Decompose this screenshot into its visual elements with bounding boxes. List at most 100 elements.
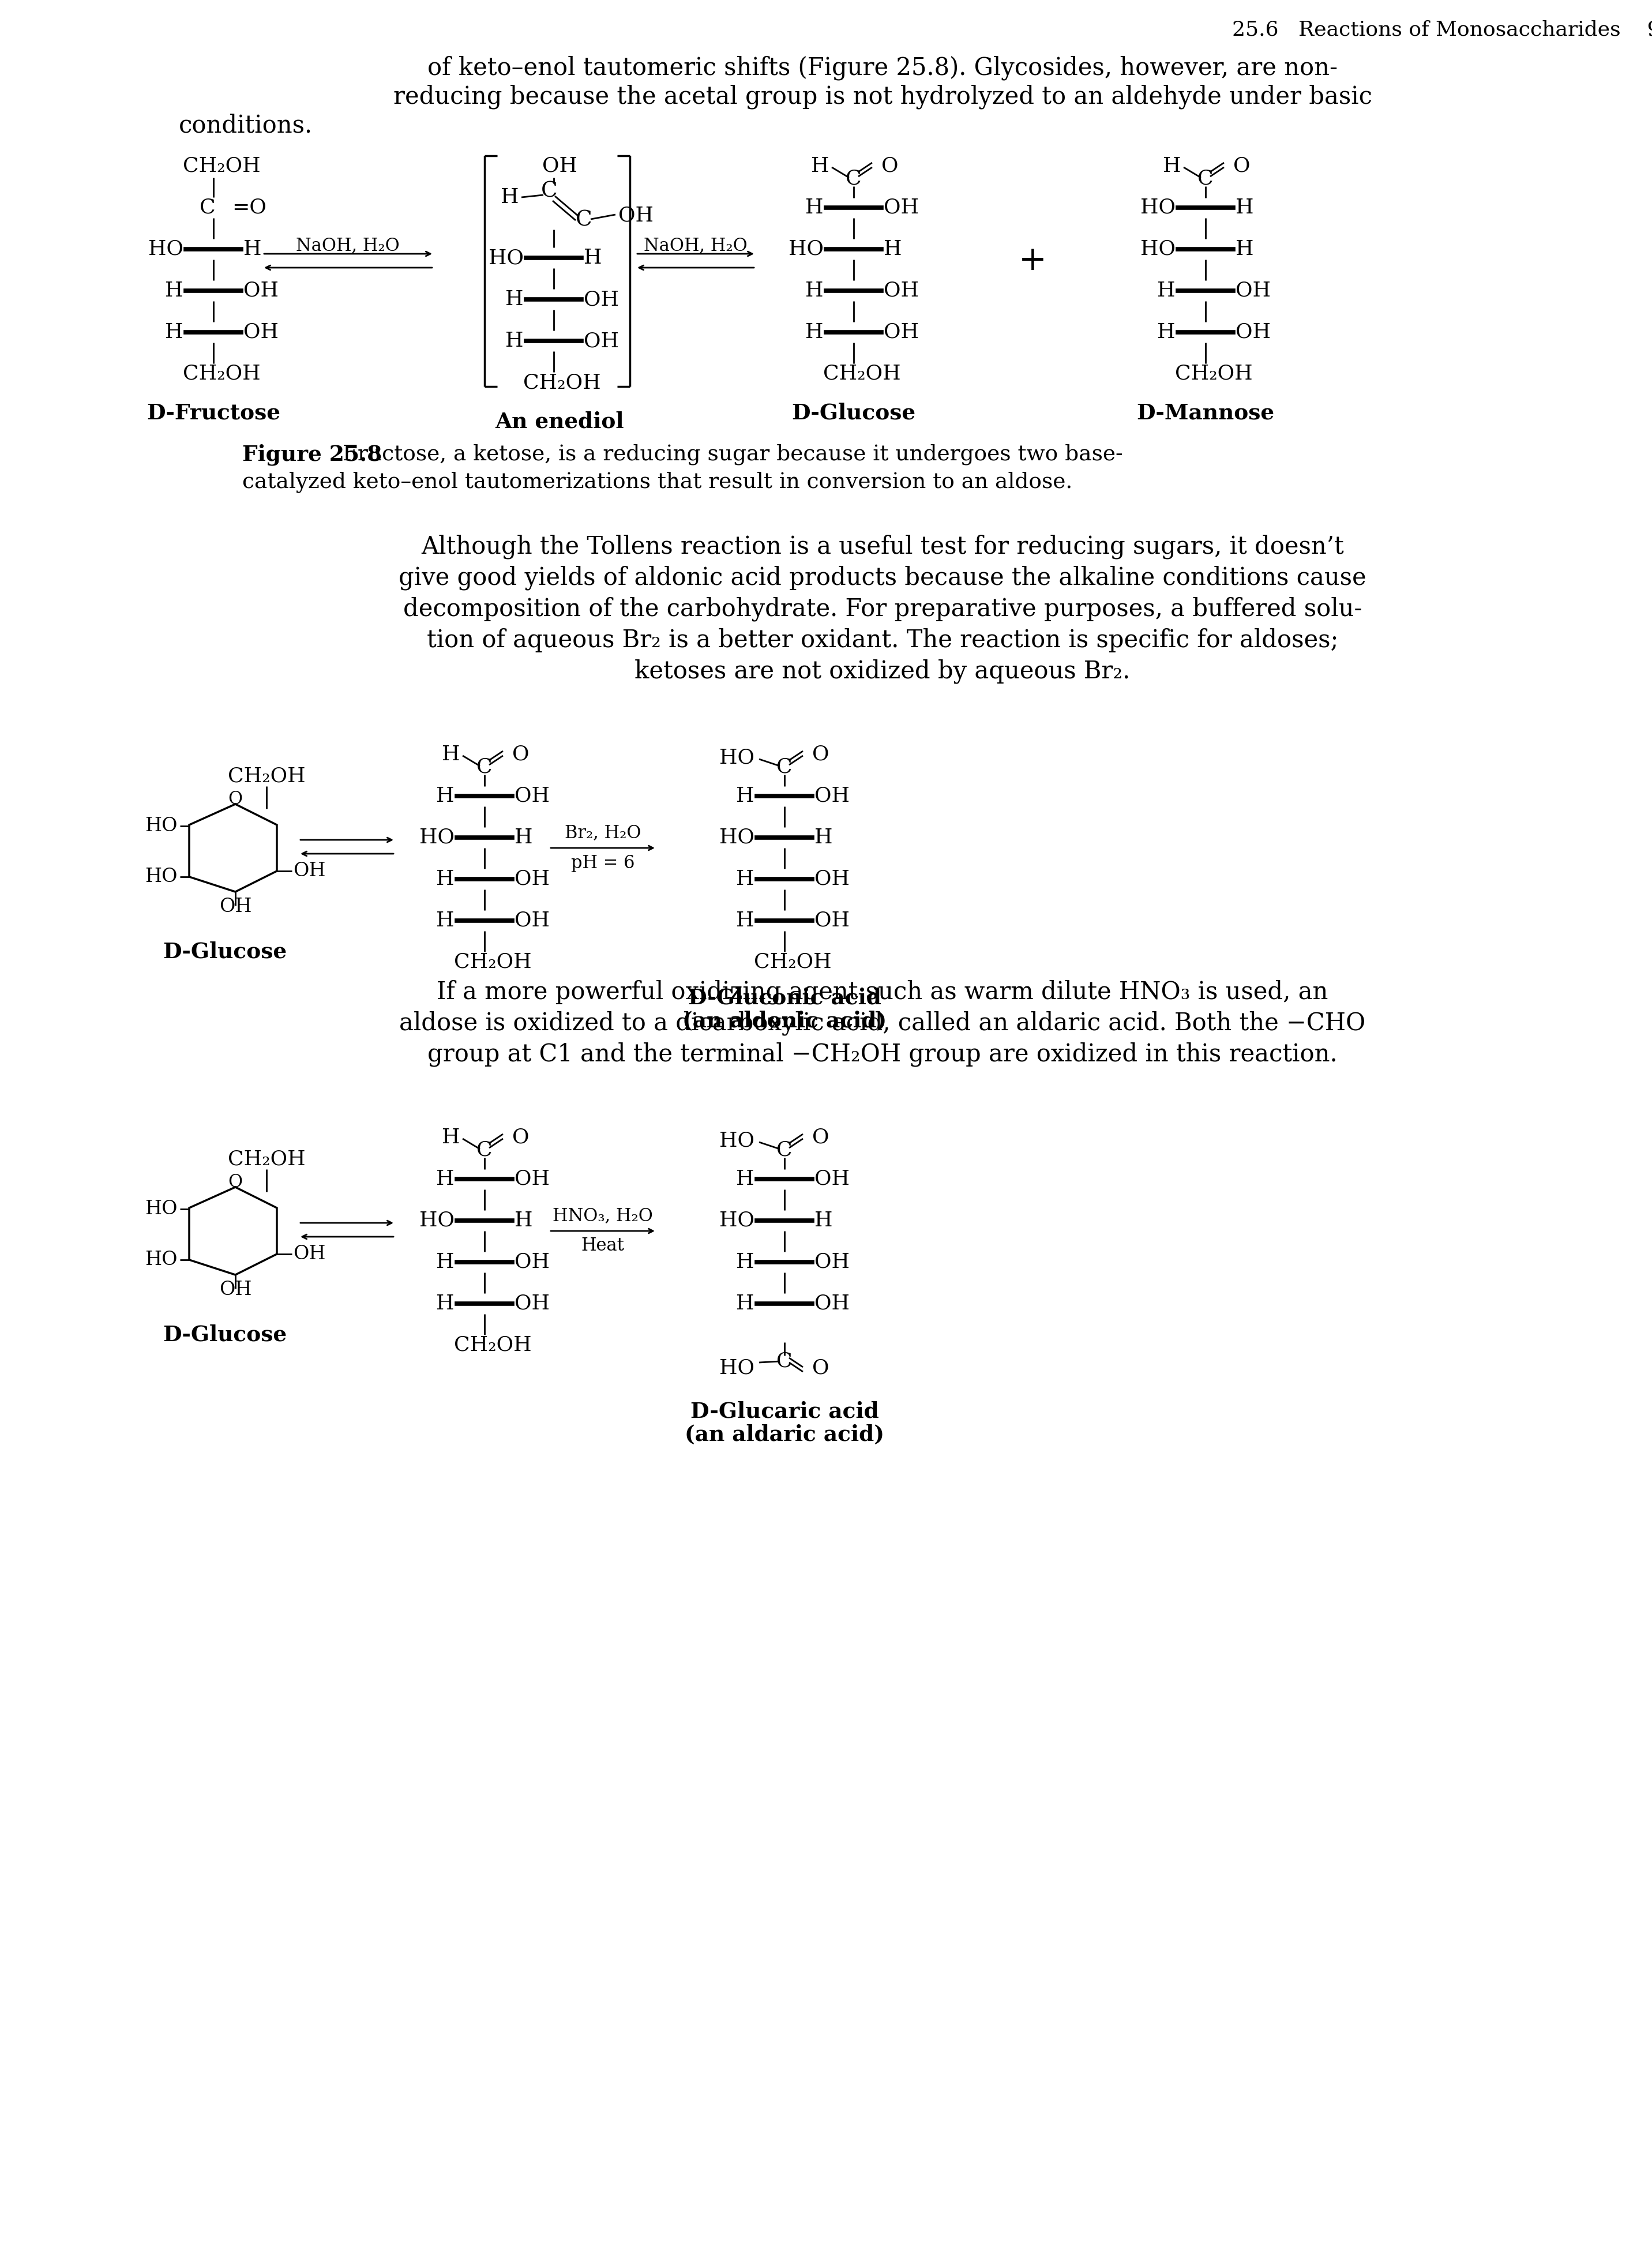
- Text: =O: =O: [231, 199, 266, 217]
- Text: H: H: [165, 282, 183, 300]
- Text: HO: HO: [145, 1200, 178, 1218]
- Text: OH: OH: [814, 1169, 849, 1189]
- Text: OH: OH: [814, 787, 849, 805]
- Text: OH: OH: [814, 1252, 849, 1272]
- Text: OH: OH: [514, 1169, 550, 1189]
- Text: CH₂OH: CH₂OH: [183, 156, 261, 176]
- Text: CH₂OH: CH₂OH: [228, 767, 306, 785]
- Text: CH₂OH: CH₂OH: [228, 1148, 306, 1169]
- Text: reducing because the acetal group is not hydrolyzed to an aldehyde under basic: reducing because the acetal group is not…: [393, 86, 1371, 108]
- Text: +: +: [1018, 244, 1047, 277]
- Text: OH: OH: [243, 282, 279, 300]
- Text: HO: HO: [145, 817, 178, 835]
- Text: HO: HO: [420, 1211, 454, 1230]
- Text: D-Glucose: D-Glucose: [791, 402, 915, 424]
- Text: OH: OH: [814, 911, 849, 929]
- Text: H: H: [737, 1295, 755, 1313]
- Text: O: O: [813, 1128, 829, 1148]
- Text: H: H: [436, 1252, 454, 1272]
- Text: OH: OH: [884, 323, 919, 343]
- Text: OH: OH: [514, 869, 550, 889]
- Text: HO: HO: [719, 1358, 755, 1378]
- Text: OH: OH: [884, 282, 919, 300]
- Text: O: O: [228, 1173, 243, 1191]
- Text: O: O: [512, 1128, 529, 1148]
- Text: HO: HO: [719, 747, 755, 767]
- Text: H: H: [506, 289, 524, 309]
- Text: OH: OH: [1236, 282, 1270, 300]
- Text: D-Glucose: D-Glucose: [164, 941, 287, 963]
- Text: OH: OH: [814, 1295, 849, 1313]
- Text: C: C: [575, 210, 591, 230]
- Text: OH: OH: [220, 898, 251, 916]
- Text: HO: HO: [149, 239, 183, 259]
- Text: HO: HO: [145, 1250, 178, 1270]
- Text: H: H: [806, 323, 824, 343]
- Text: Br₂, H₂O: Br₂, H₂O: [565, 823, 641, 841]
- Text: CH₂OH: CH₂OH: [524, 372, 601, 393]
- Text: H: H: [737, 911, 755, 929]
- Text: OH: OH: [1236, 323, 1270, 343]
- Text: OH: OH: [514, 787, 550, 805]
- Text: of keto–enol tautomeric shifts (Figure 25.8). Glycosides, however, are non-: of keto–enol tautomeric shifts (Figure 2…: [428, 56, 1338, 81]
- Text: OH: OH: [814, 869, 849, 889]
- Text: CH₂OH: CH₂OH: [183, 363, 261, 384]
- Text: 25.6   Reactions of Monosaccharides    993: 25.6 Reactions of Monosaccharides 993: [1232, 20, 1652, 41]
- Text: HO: HO: [719, 1211, 755, 1230]
- Text: OH: OH: [514, 1295, 550, 1313]
- Text: CH₂OH: CH₂OH: [823, 363, 900, 384]
- Text: H: H: [165, 323, 183, 343]
- Text: decomposition of the carbohydrate. For preparative purposes, a buffered solu-: decomposition of the carbohydrate. For p…: [403, 598, 1361, 620]
- Text: H: H: [436, 1169, 454, 1189]
- Text: H: H: [884, 239, 902, 259]
- Text: OH: OH: [220, 1281, 251, 1299]
- Text: H: H: [583, 248, 601, 268]
- Text: CH₂OH: CH₂OH: [454, 1336, 532, 1356]
- Text: C: C: [1198, 169, 1214, 190]
- Text: O: O: [228, 790, 243, 808]
- Text: H: H: [443, 1128, 461, 1148]
- Text: An enediol: An enediol: [496, 411, 624, 433]
- Text: H: H: [436, 787, 454, 805]
- Text: If a more powerful oxidizing agent such as warm dilute HNO₃ is used, an: If a more powerful oxidizing agent such …: [436, 979, 1328, 1004]
- Text: D-Mannose: D-Mannose: [1137, 402, 1274, 424]
- Text: O: O: [1234, 156, 1251, 176]
- Text: OH: OH: [514, 1252, 550, 1272]
- Text: OH: OH: [292, 862, 325, 880]
- Text: OH: OH: [542, 156, 577, 176]
- Text: H: H: [443, 744, 461, 765]
- Text: catalyzed keto–enol tautomerizations that result in conversion to an aldose.: catalyzed keto–enol tautomerizations tha…: [243, 472, 1072, 492]
- Text: H: H: [436, 869, 454, 889]
- Text: H: H: [737, 869, 755, 889]
- Text: H: H: [737, 1169, 755, 1189]
- Text: H: H: [737, 787, 755, 805]
- Text: H: H: [436, 911, 454, 929]
- Text: H: H: [436, 1295, 454, 1313]
- Text: D-Gluconic acid: D-Gluconic acid: [687, 988, 881, 1008]
- Text: NaOH, H₂O: NaOH, H₂O: [296, 237, 400, 255]
- Text: H: H: [1158, 282, 1176, 300]
- Text: C: C: [776, 1351, 793, 1372]
- Text: C: C: [540, 180, 557, 201]
- Text: HO: HO: [1140, 199, 1176, 217]
- Text: OH: OH: [583, 332, 620, 350]
- Text: (an aldaric acid): (an aldaric acid): [684, 1424, 884, 1446]
- Text: HO: HO: [788, 239, 824, 259]
- Text: O: O: [813, 744, 829, 765]
- Text: C: C: [846, 169, 862, 190]
- Text: OH: OH: [292, 1245, 325, 1263]
- Text: H: H: [814, 828, 833, 848]
- Text: Figure 25.8: Figure 25.8: [243, 444, 382, 465]
- Text: C: C: [200, 199, 216, 217]
- Text: OH: OH: [618, 205, 654, 226]
- Text: O: O: [512, 744, 529, 765]
- Text: group at C1 and the terminal −CH₂OH group are oxidized in this reaction.: group at C1 and the terminal −CH₂OH grou…: [428, 1042, 1338, 1067]
- Text: H: H: [514, 1211, 532, 1230]
- Text: H: H: [737, 1252, 755, 1272]
- Text: H: H: [243, 239, 261, 259]
- Text: Fructose, a ketose, is a reducing sugar because it undergoes two base-: Fructose, a ketose, is a reducing sugar …: [335, 444, 1123, 465]
- Text: HO: HO: [1140, 239, 1176, 259]
- Text: H: H: [806, 282, 824, 300]
- Text: ketoses are not oxidized by aqueous Br₂.: ketoses are not oxidized by aqueous Br₂.: [634, 659, 1130, 684]
- Text: HO: HO: [719, 828, 755, 848]
